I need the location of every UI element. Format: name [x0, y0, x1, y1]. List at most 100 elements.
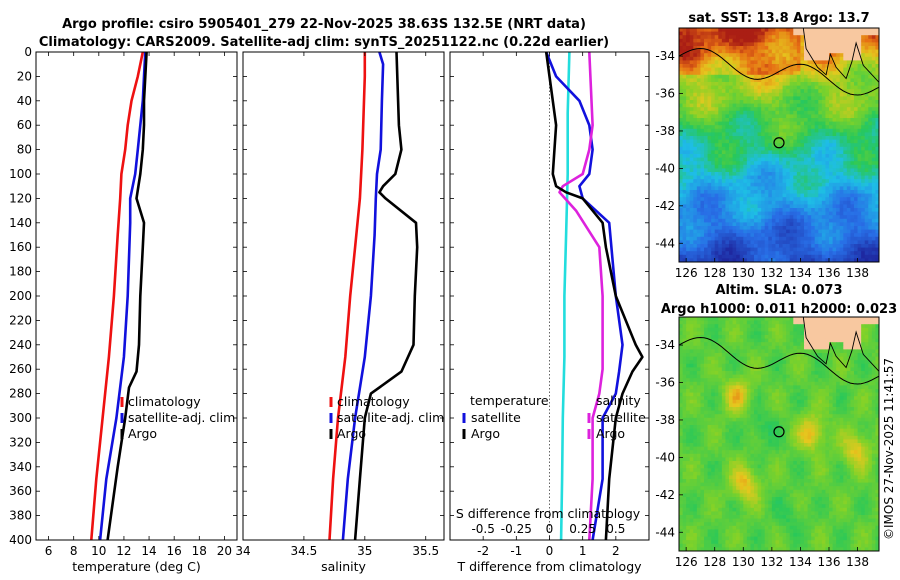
- ocean-cell: [754, 128, 758, 133]
- ocean-cell: [864, 349, 869, 354]
- ocean-cell: [711, 240, 716, 245]
- ocean-cell: [757, 78, 762, 83]
- ocean-cell: [821, 378, 826, 383]
- ocean-cell: [814, 157, 819, 162]
- ocean-cell: [836, 168, 841, 173]
- ocean-cell: [868, 46, 873, 50]
- ocean-cell: [736, 89, 741, 94]
- ocean-cell: [775, 222, 780, 227]
- ocean-cell: [854, 208, 858, 212]
- ocean-cell: [721, 42, 726, 47]
- ocean-cell: [714, 331, 719, 336]
- ocean-cell: [679, 96, 683, 101]
- ocean-cell: [793, 349, 798, 354]
- ocean-cell: [679, 226, 683, 230]
- ocean-cell: [850, 89, 855, 94]
- ocean-cell: [850, 244, 855, 248]
- ocean-cell: [804, 154, 808, 158]
- ocean-cell: [825, 107, 830, 112]
- ocean-cell: [721, 244, 726, 248]
- ocean-cell: [793, 110, 798, 115]
- ocean-cell: [786, 215, 791, 220]
- ocean-cell: [679, 110, 683, 115]
- ocean-cell: [729, 28, 733, 32]
- ocean-cell: [818, 381, 823, 386]
- ocean-cell: [771, 46, 776, 50]
- land-cell: [846, 38, 851, 43]
- ocean-cell: [825, 229, 830, 234]
- ocean-cell: [704, 143, 708, 148]
- ocean-cell: [704, 125, 708, 130]
- ocean-cell: [814, 60, 819, 65]
- ocean-cell: [764, 363, 769, 368]
- land-cell: [818, 342, 823, 347]
- ocean-cell: [743, 371, 748, 375]
- ocean-cell: [764, 233, 769, 238]
- ocean-cell: [736, 71, 741, 76]
- land-cell: [825, 338, 830, 343]
- ocean-cell: [757, 356, 762, 361]
- land-cell: [807, 342, 812, 347]
- land-cell: [825, 49, 830, 54]
- ocean-cell: [814, 172, 819, 176]
- ocean-cell: [750, 251, 755, 256]
- ocean-cell: [807, 193, 812, 198]
- ocean-cell: [714, 67, 719, 72]
- ocean-cell: [850, 121, 855, 126]
- ocean-cell: [829, 92, 833, 97]
- ocean-cell: [825, 204, 830, 209]
- ocean-cell: [857, 168, 862, 173]
- ocean-cell: [850, 240, 855, 245]
- ocean-cell: [807, 222, 812, 227]
- ocean-cell: [704, 96, 708, 101]
- ocean-cell: [807, 168, 812, 173]
- ocean-cell: [807, 150, 812, 155]
- land-cell: [857, 335, 862, 339]
- ocean-cell: [871, 128, 876, 133]
- ocean-cell: [725, 154, 730, 158]
- ocean-cell: [700, 67, 705, 72]
- ocean-cell: [732, 258, 737, 263]
- ocean-cell: [729, 38, 733, 43]
- ocean-cell: [821, 190, 826, 194]
- ocean-cell: [739, 125, 744, 130]
- ocean-cell: [796, 222, 801, 227]
- ocean-cell: [864, 168, 869, 173]
- ocean-cell: [782, 186, 787, 191]
- ocean-cell: [782, 244, 787, 248]
- ocean-cell: [821, 371, 826, 375]
- ocean-cell: [836, 60, 841, 65]
- ocean-cell: [811, 128, 816, 133]
- ocean-cell: [689, 139, 694, 144]
- ocean-cell: [864, 240, 869, 245]
- ocean-cell: [768, 71, 773, 76]
- ocean-cell: [700, 367, 705, 372]
- ocean-cell: [679, 367, 683, 372]
- ocean-cell: [836, 82, 841, 86]
- ocean-cell: [804, 374, 808, 379]
- ocean-cell: [686, 103, 691, 108]
- ocean-cell: [689, 89, 694, 94]
- ocean-cell: [832, 254, 837, 259]
- ocean-cell: [875, 92, 880, 97]
- ocean-cell: [696, 74, 701, 79]
- ocean-cell: [754, 371, 758, 375]
- ocean-cell: [854, 60, 858, 65]
- ocean-cell: [700, 200, 705, 205]
- ocean-cell: [786, 157, 791, 162]
- ocean-cell: [875, 168, 880, 173]
- ocean-cell: [739, 46, 744, 50]
- ocean-cell: [689, 42, 694, 47]
- ocean-cell: [875, 190, 880, 194]
- ocean-cell: [736, 200, 741, 205]
- ocean-cell: [814, 374, 819, 379]
- ocean-cell: [764, 103, 769, 108]
- ocean-cell: [725, 118, 730, 122]
- ocean-cell: [864, 46, 869, 50]
- ocean-cell: [775, 374, 780, 379]
- ocean-cell: [789, 258, 794, 263]
- ocean-cell: [868, 186, 873, 191]
- ocean-cell: [807, 164, 812, 169]
- ocean-cell: [682, 349, 687, 354]
- ocean-cell: [707, 118, 712, 122]
